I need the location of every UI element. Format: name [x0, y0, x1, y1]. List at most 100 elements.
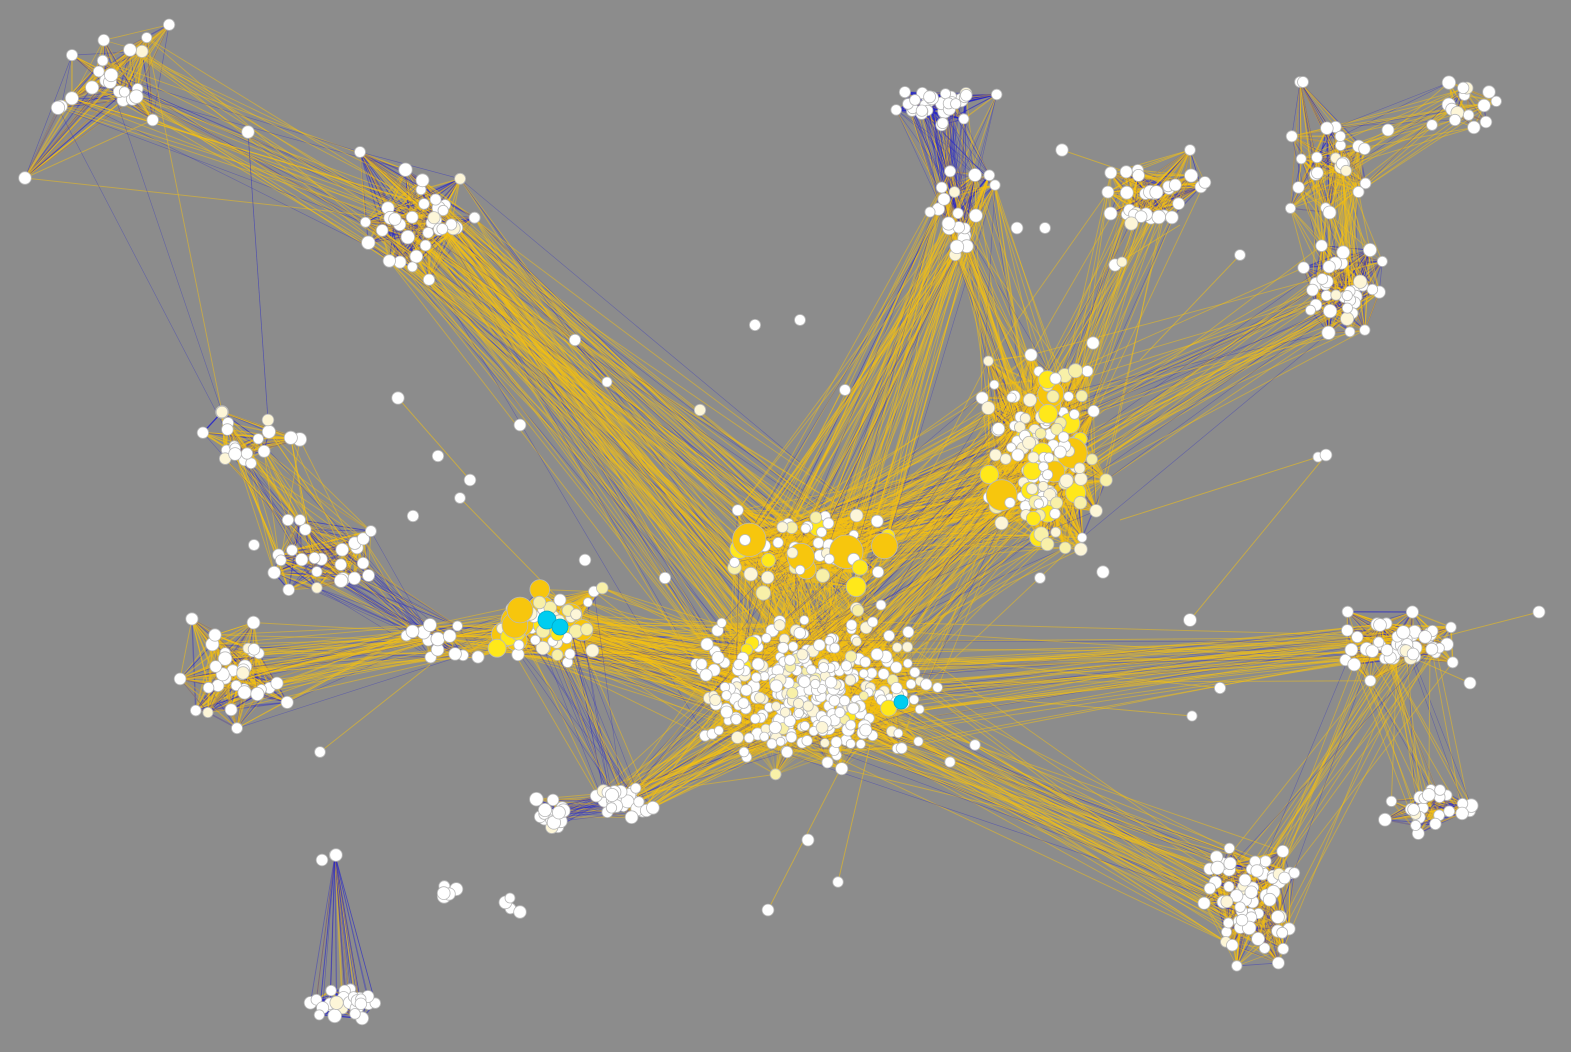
graph-node[interactable]: [1103, 206, 1118, 221]
graph-node[interactable]: [237, 685, 252, 700]
graph-node[interactable]: [932, 682, 943, 693]
graph-node[interactable]: [766, 738, 778, 750]
graph-node[interactable]: [118, 86, 131, 98]
graph-node[interactable]: [1434, 784, 1446, 796]
graph-node[interactable]: [1238, 873, 1252, 887]
graph-node[interactable]: [1285, 202, 1297, 214]
graph-node[interactable]: [813, 638, 826, 652]
graph-node[interactable]: [1316, 273, 1329, 285]
graph-node[interactable]: [601, 376, 613, 388]
graph-node[interactable]: [231, 722, 243, 735]
graph-node[interactable]: [1271, 910, 1285, 924]
graph-node[interactable]: [893, 728, 904, 739]
graph-node[interactable]: [761, 570, 775, 585]
graph-node[interactable]: [356, 532, 370, 546]
graph-node[interactable]: [1006, 392, 1017, 403]
graph-node[interactable]: [905, 678, 917, 690]
graph-node[interactable]: [794, 564, 806, 576]
graph-node[interactable]: [796, 648, 809, 661]
graph-node[interactable]: [1359, 324, 1371, 336]
graph-node[interactable]: [506, 596, 534, 624]
graph-node[interactable]: [936, 117, 949, 129]
graph-node[interactable]: [731, 731, 744, 744]
graph-node[interactable]: [173, 672, 187, 686]
graph-node[interactable]: [1244, 885, 1259, 899]
graph-node[interactable]: [1380, 644, 1394, 657]
graph-node[interactable]: [979, 464, 999, 485]
graph-node[interactable]: [923, 90, 936, 104]
graph-node[interactable]: [308, 552, 321, 565]
graph-node[interactable]: [893, 694, 909, 710]
graph-node[interactable]: [991, 422, 1006, 436]
graph-node[interactable]: [1277, 943, 1290, 955]
graph-node[interactable]: [914, 704, 925, 715]
graph-node[interactable]: [772, 536, 784, 549]
graph-node[interactable]: [867, 616, 879, 628]
graph-node[interactable]: [354, 997, 368, 1011]
graph-node[interactable]: [1057, 431, 1070, 443]
graph-node[interactable]: [709, 693, 722, 706]
graph-node[interactable]: [909, 666, 921, 678]
graph-node[interactable]: [1226, 939, 1239, 952]
graph-node[interactable]: [1104, 166, 1118, 180]
graph-node[interactable]: [999, 453, 1012, 465]
graph-node[interactable]: [875, 599, 887, 611]
graph-node[interactable]: [454, 492, 466, 504]
graph-node[interactable]: [315, 853, 329, 867]
graph-node[interactable]: [845, 619, 858, 631]
graph-node[interactable]: [1234, 901, 1246, 913]
graph-node[interactable]: [1222, 917, 1234, 929]
graph-node[interactable]: [1418, 630, 1432, 644]
graph-node[interactable]: [405, 624, 420, 639]
graph-node[interactable]: [1378, 812, 1392, 827]
graph-node[interactable]: [1050, 526, 1062, 538]
graph-node[interactable]: [1429, 817, 1442, 831]
graph-node[interactable]: [96, 54, 109, 67]
graph-node[interactable]: [1297, 261, 1310, 274]
graph-node[interactable]: [802, 700, 814, 712]
graph-node[interactable]: [362, 569, 375, 582]
graph-node[interactable]: [1086, 336, 1100, 350]
graph-node[interactable]: [949, 239, 965, 255]
graph-node[interactable]: [1165, 210, 1179, 225]
graph-node[interactable]: [1034, 572, 1046, 584]
graph-node[interactable]: [775, 736, 786, 747]
graph-node[interactable]: [146, 113, 159, 127]
graph-node[interactable]: [261, 413, 275, 427]
graph-node[interactable]: [236, 666, 250, 680]
graph-node[interactable]: [948, 186, 961, 198]
graph-node[interactable]: [845, 738, 856, 749]
graph-node[interactable]: [1214, 682, 1227, 695]
graph-node[interactable]: [761, 632, 772, 644]
graph-node[interactable]: [743, 732, 755, 744]
graph-node[interactable]: [1340, 164, 1352, 177]
graph-node[interactable]: [1119, 185, 1134, 200]
graph-node[interactable]: [349, 1008, 361, 1020]
graph-node[interactable]: [209, 660, 223, 673]
graph-node[interactable]: [1443, 805, 1456, 818]
graph-node[interactable]: [1320, 121, 1334, 135]
graph-node[interactable]: [361, 235, 376, 250]
graph-node[interactable]: [740, 684, 753, 697]
graph-node[interactable]: [1022, 461, 1042, 481]
graph-node[interactable]: [1448, 113, 1462, 127]
graph-node[interactable]: [944, 165, 957, 178]
graph-node[interactable]: [630, 782, 642, 794]
graph-node[interactable]: [448, 647, 462, 661]
graph-node[interactable]: [794, 314, 806, 326]
graph-node[interactable]: [532, 595, 547, 610]
graph-node[interactable]: [85, 80, 100, 95]
graph-node[interactable]: [858, 668, 869, 679]
graph-node[interactable]: [890, 661, 903, 674]
graph-node[interactable]: [311, 582, 323, 594]
graph-node[interactable]: [1220, 895, 1234, 909]
graph-node[interactable]: [989, 379, 1000, 390]
graph-node[interactable]: [1292, 181, 1305, 194]
graph-node[interactable]: [1445, 621, 1457, 634]
graph-node[interactable]: [250, 687, 265, 702]
graph-node[interactable]: [937, 192, 951, 206]
graph-node[interactable]: [1087, 405, 1100, 418]
graph-node[interactable]: [824, 635, 835, 646]
graph-node[interactable]: [1229, 889, 1244, 903]
graph-node[interactable]: [793, 708, 804, 719]
